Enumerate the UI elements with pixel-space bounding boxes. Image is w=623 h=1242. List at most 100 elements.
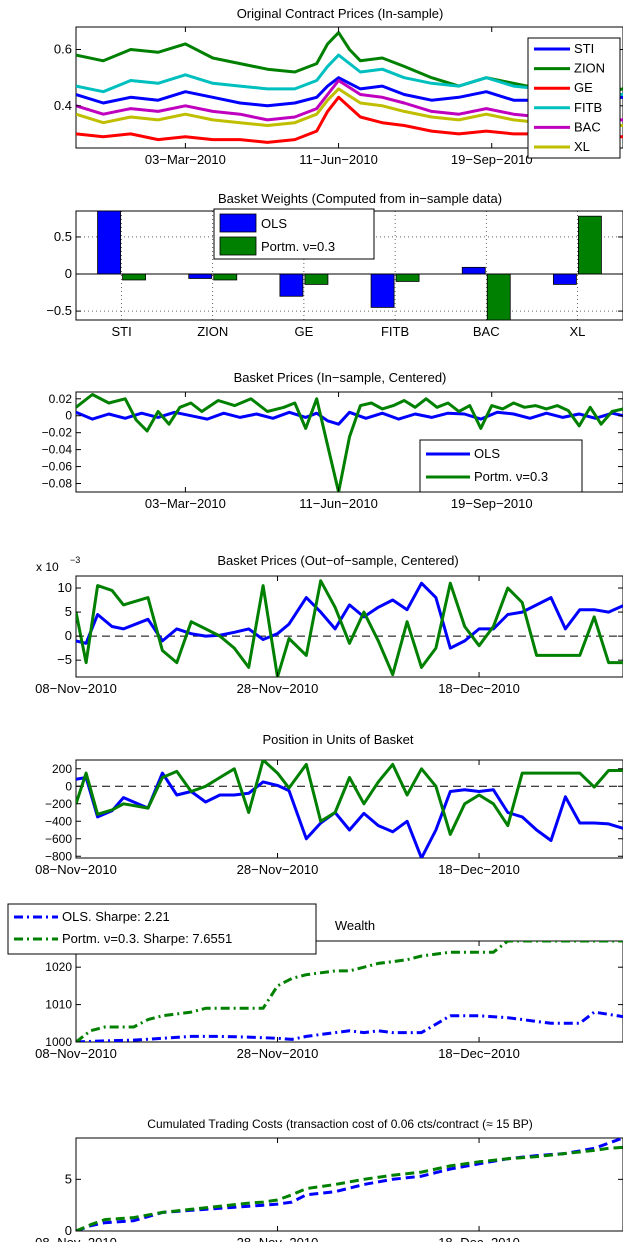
bar bbox=[188, 273, 213, 279]
x-tick-label: 19−Sep−2010 bbox=[451, 152, 533, 167]
chart-p6: 1000 1010 1020 08−Nov−2010 28−Nov−2010 18−Dec… bbox=[7, 903, 623, 1061]
series-line bbox=[76, 941, 623, 1042]
series-line bbox=[76, 393, 623, 492]
x-tick-label: 03−Mar−2010 bbox=[145, 496, 226, 511]
y-tick-label: 1000 bbox=[45, 1035, 72, 1049]
legend-label: GE bbox=[574, 80, 593, 95]
x-tick-label: 03−Mar−2010 bbox=[145, 152, 226, 167]
legend-label: OLS bbox=[261, 216, 287, 231]
x-tick-label: 18−Dec−2010 bbox=[438, 862, 520, 877]
y-tick-label: −0.04 bbox=[42, 443, 73, 457]
x-tick-label: 19−Sep−2010 bbox=[451, 496, 533, 511]
y-tick-label: 0.4 bbox=[54, 98, 72, 113]
bar bbox=[213, 273, 238, 281]
legend-box bbox=[419, 439, 583, 493]
x-tick-label: 11−Jun−2010 bbox=[299, 496, 378, 511]
x-tick-label: BAC bbox=[473, 324, 500, 339]
legend-swatch bbox=[219, 236, 257, 256]
bar bbox=[395, 273, 420, 282]
x-tick-label: FITB bbox=[381, 324, 409, 339]
legend-label: OLS bbox=[474, 446, 500, 461]
bar bbox=[578, 215, 602, 275]
series-line bbox=[76, 1145, 623, 1231]
legend-swatch bbox=[219, 213, 257, 233]
y-tick-label: −5 bbox=[57, 652, 72, 667]
bar bbox=[97, 210, 121, 275]
axes-box bbox=[75, 575, 623, 678]
chart-title: Cumulated Trading Costs (transaction cos… bbox=[147, 1117, 532, 1131]
y-tick-label: 10 bbox=[58, 580, 72, 595]
bar bbox=[122, 273, 146, 281]
series-line bbox=[76, 579, 623, 677]
chart-title: Basket Weights (Computed from in−sample … bbox=[218, 191, 502, 206]
x-tick-label: 18−Dec−2010 bbox=[438, 1235, 520, 1242]
exponent-value: −3 bbox=[70, 555, 80, 565]
series-line bbox=[76, 760, 623, 836]
bar bbox=[279, 273, 304, 297]
y-tick-label: 200 bbox=[52, 762, 72, 776]
chart-p4: −5 0 5 10 08−Nov−2010 28−Nov−2010 18−Dec−2010 B… bbox=[35, 553, 623, 696]
bar bbox=[370, 273, 395, 308]
y-tick-label: 0.02 bbox=[49, 392, 73, 406]
x-tick-label: 11−Jun−2010 bbox=[299, 152, 378, 167]
x-tick-label: 18−Dec−2010 bbox=[438, 681, 520, 696]
series-line bbox=[76, 581, 623, 650]
series-line bbox=[76, 79, 623, 122]
x-tick-label: ZION bbox=[197, 324, 228, 339]
chart-title: Position in Units of Basket bbox=[262, 732, 413, 747]
x-tick-label: STI bbox=[111, 324, 131, 339]
series-line bbox=[76, 31, 623, 96]
legend-label: OLS. Sharpe: 2.21 bbox=[62, 909, 170, 924]
chart-p2: STI ZION GE FITB BAC XL −0.5 0 0.5 Basket Weights… bbox=[46, 191, 623, 339]
legend-label: ZION bbox=[574, 61, 605, 76]
chart-title: Basket Prices (Out−of−sample, Centered) bbox=[217, 553, 458, 568]
x-tick-label: 28−Nov−2010 bbox=[237, 862, 319, 877]
legend-box bbox=[527, 37, 621, 159]
bar bbox=[486, 273, 511, 321]
x-tick-label: 08−Nov−2010 bbox=[35, 862, 117, 877]
chart-title: Basket Prices (In−sample, Centered) bbox=[234, 370, 447, 385]
y-tick-label: −0.5 bbox=[46, 303, 72, 318]
y-tick-label: 0 bbox=[65, 779, 72, 793]
chart-p7: 0 5 08−Nov−2010 28−Nov−2010 18−Dec−2010 Cumul… bbox=[35, 1117, 623, 1242]
series-line bbox=[76, 87, 623, 127]
exponent-label: x 10 bbox=[36, 560, 59, 574]
axes-box bbox=[75, 1137, 623, 1232]
y-tick-label: 0.5 bbox=[54, 229, 72, 244]
series-line bbox=[76, 771, 623, 858]
legend-box bbox=[7, 903, 317, 955]
legend-label: XL bbox=[574, 139, 590, 154]
chart-title: Wealth bbox=[335, 918, 375, 933]
y-tick-label: −0.08 bbox=[42, 477, 73, 491]
x-tick-label: XL bbox=[569, 324, 585, 339]
series-line bbox=[76, 95, 623, 144]
y-tick-label: 0 bbox=[65, 1223, 72, 1238]
bar bbox=[304, 273, 329, 285]
y-tick-label: −600 bbox=[45, 832, 72, 846]
x-tick-label: 08−Nov−2010 bbox=[35, 1046, 117, 1061]
y-tick-label: 0 bbox=[65, 628, 72, 643]
y-tick-label: 0 bbox=[65, 409, 72, 423]
series-line bbox=[76, 1010, 623, 1042]
y-tick-label: −0.02 bbox=[42, 426, 73, 440]
x-tick-label: 08−Nov−2010 bbox=[35, 681, 117, 696]
chart-p3: −0.08 −0.06 −0.04 −0.02 0 0.02 03−Mar−2010 11−J… bbox=[42, 370, 623, 511]
y-tick-label: 1010 bbox=[45, 998, 72, 1012]
y-tick-label: 5 bbox=[65, 1171, 72, 1186]
series-line bbox=[76, 76, 623, 108]
x-tick-label: 28−Nov−2010 bbox=[237, 1046, 319, 1061]
y-tick-label: −200 bbox=[45, 797, 72, 811]
y-tick-label: 1020 bbox=[45, 960, 72, 974]
bar bbox=[461, 266, 486, 275]
y-tick-label: 0 bbox=[65, 266, 72, 281]
x-tick-label: GE bbox=[295, 324, 314, 339]
x-tick-label: 18−Dec−2010 bbox=[438, 1046, 520, 1061]
legend-label: Portm. ν=0.3 bbox=[474, 469, 548, 484]
y-tick-label: −400 bbox=[45, 814, 72, 828]
legend-label: Portm. ν=0.3 bbox=[261, 239, 335, 254]
y-tick-label: 0.6 bbox=[54, 42, 72, 57]
bar bbox=[553, 273, 577, 285]
x-tick-label: 08−Nov−2010 bbox=[35, 1235, 117, 1242]
y-tick-label: 5 bbox=[65, 604, 72, 619]
